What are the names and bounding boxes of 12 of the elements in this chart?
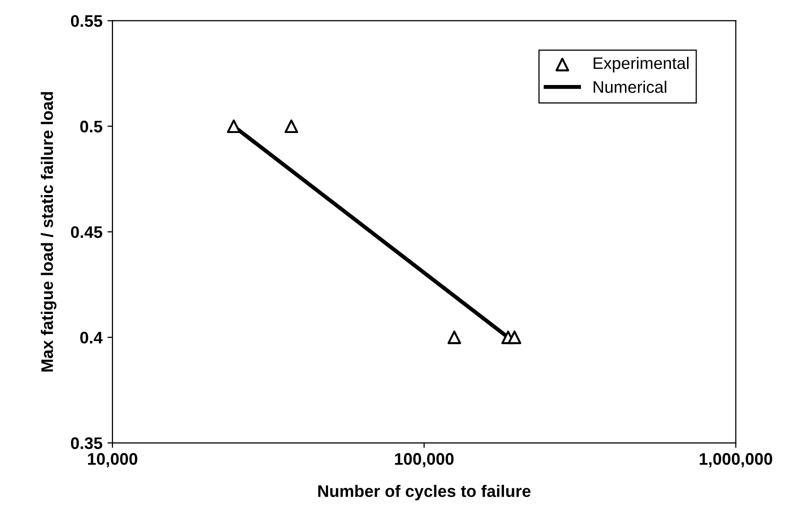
y-tick-label: 0.5 [80,120,102,132]
x-tick-label: 1,000,000 [700,453,772,468]
y-tick-label: 0.45 [70,226,102,238]
y-axis-title: Max fatigue load / static failure load [40,92,56,372]
y-tick-label: 0.4 [80,332,103,344]
y-tick-label: 0.35 [70,437,102,450]
x-tick-label: 100,000 [395,453,454,468]
legend-label: Experimental [594,56,688,72]
x-tick-label: 10,000 [88,453,138,468]
x-axis-title: Number of cycles to failure [318,484,531,500]
y-tick-label: 0.55 [70,15,102,27]
legend-label: Numerical [594,80,666,93]
